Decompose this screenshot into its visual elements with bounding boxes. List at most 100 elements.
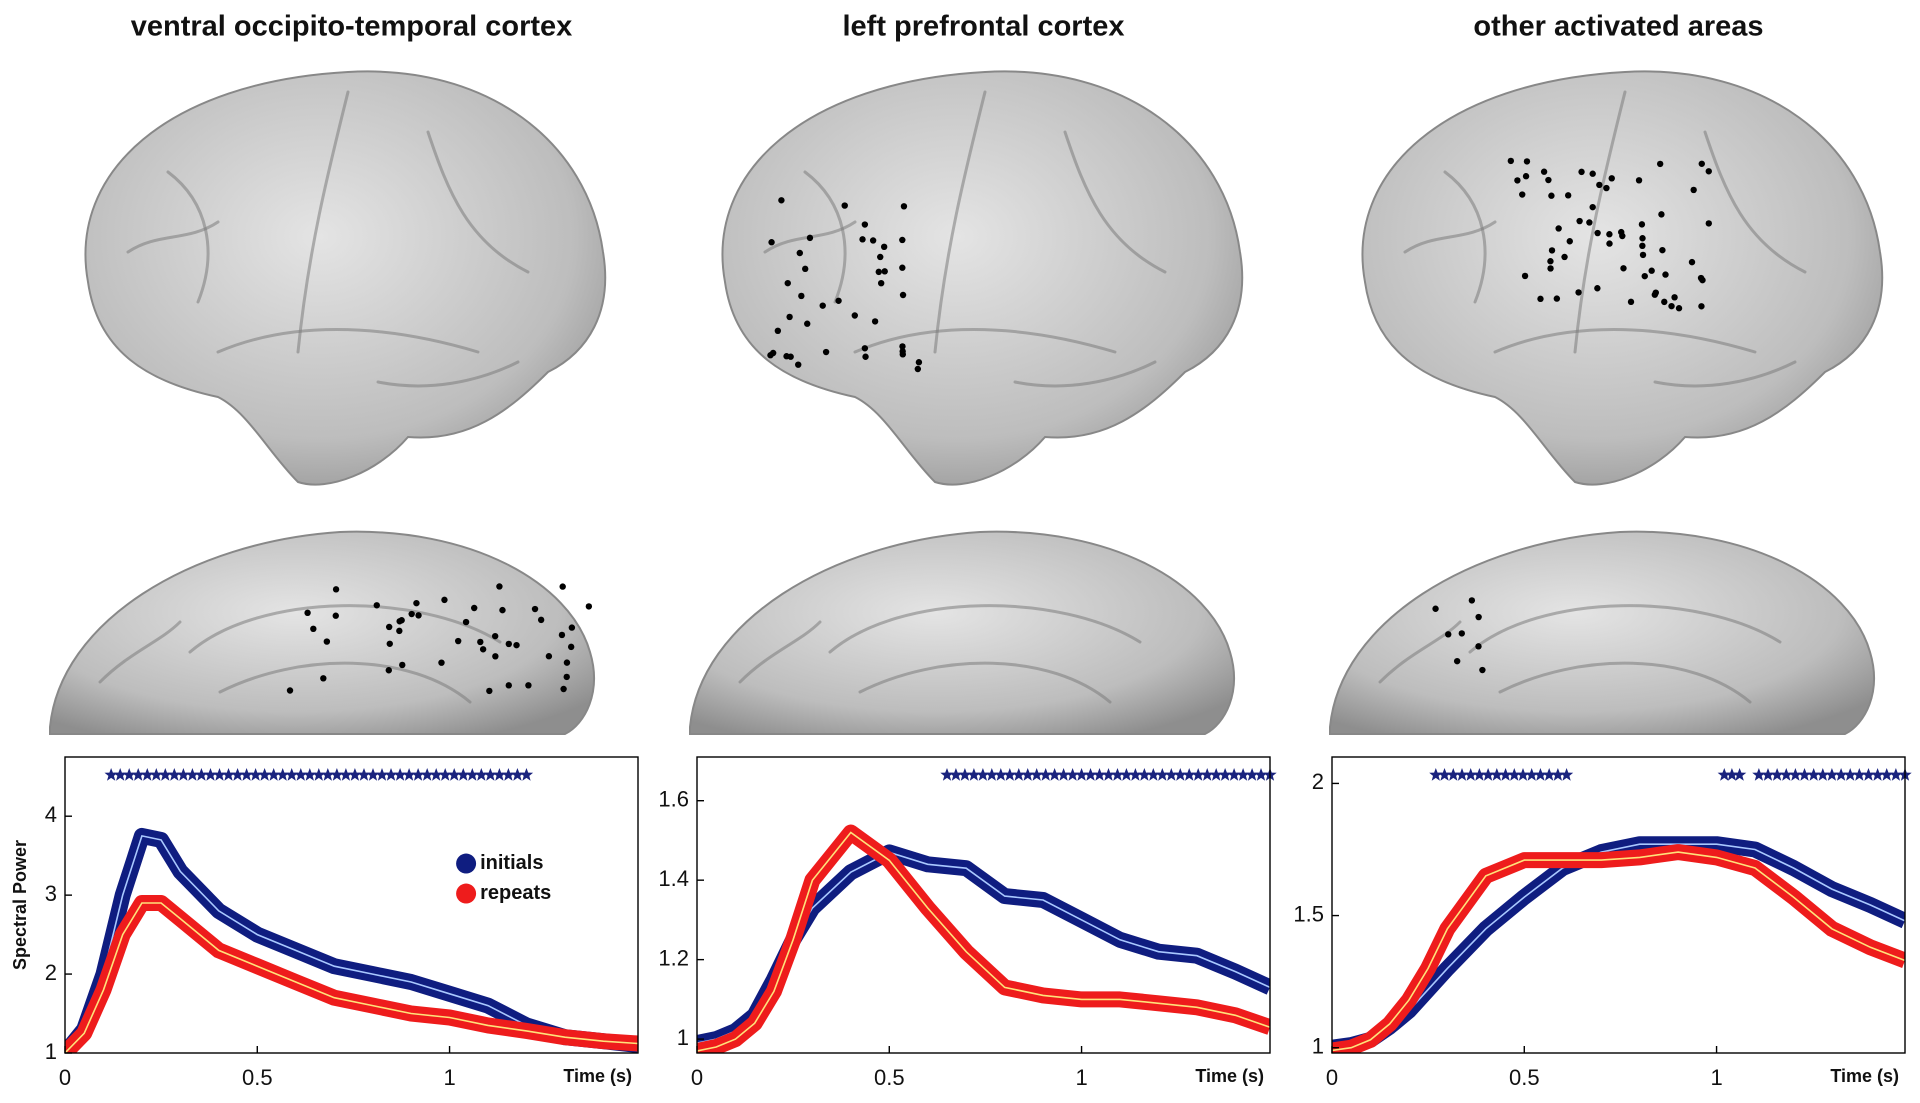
- electrode-dot: [568, 624, 576, 631]
- star: [276, 768, 290, 781]
- electrode-dot: [1705, 168, 1712, 175]
- y-tick-label: 1.6: [658, 787, 689, 812]
- electrode-dot: [559, 583, 566, 590]
- electrode-dot: [1659, 246, 1666, 254]
- electrode-dot: [1658, 211, 1665, 218]
- chart-panel: other activated areas 0 0.5 1 1 1.5 2 Time (s): [1293, 11, 1912, 1090]
- x-axis-label: Time (s): [1195, 1066, 1264, 1086]
- x-tick-label: 0: [1326, 1065, 1338, 1090]
- electrode-dot: [798, 292, 805, 300]
- star: [366, 768, 380, 781]
- electrode-dot: [861, 345, 869, 352]
- electrode-dot: [1639, 235, 1646, 242]
- electrode-dot: [332, 586, 340, 593]
- electrode-dot: [1697, 274, 1705, 282]
- star: [1542, 768, 1556, 781]
- electrode-dot: [1553, 295, 1561, 302]
- chart-panel: left prefrontal cortex 0 0.5 1 1 1.2 1.4 1.6 Tim…: [658, 11, 1277, 1090]
- star: [1137, 768, 1151, 781]
- electrode-dot: [1594, 285, 1601, 292]
- star: [510, 768, 525, 781]
- electrode-dot: [486, 687, 493, 695]
- electrode-dot: [1603, 184, 1610, 192]
- electrode-dot: [806, 234, 814, 242]
- electrode-dot: [1475, 613, 1482, 621]
- x-tick-label: 0: [691, 1065, 703, 1090]
- y-tick-label: 4: [45, 802, 57, 827]
- electrode-dot: [1589, 170, 1596, 177]
- electrode-dot: [585, 603, 593, 610]
- star: [411, 768, 425, 781]
- electrode-dot: [1627, 298, 1635, 306]
- electrode-dot: [899, 236, 906, 244]
- electrode-dot: [1608, 175, 1615, 182]
- star: [1843, 768, 1857, 781]
- star: [447, 768, 461, 781]
- electrode-dot: [1705, 220, 1712, 227]
- star: [330, 768, 344, 781]
- electrode-dot: [477, 638, 484, 646]
- electrode-dot: [802, 265, 809, 273]
- star: [212, 768, 227, 781]
- electrode-dot: [1606, 240, 1613, 247]
- star: [438, 768, 452, 781]
- x-axis-label: Time (s): [563, 1066, 632, 1086]
- electrode-dot: [1652, 289, 1659, 296]
- star: [976, 768, 990, 781]
- electrode-dot: [1639, 242, 1646, 250]
- electrode-dot: [385, 667, 392, 674]
- electrode-dot: [1671, 294, 1678, 301]
- electrode-dot: [1479, 666, 1486, 674]
- star: [357, 768, 371, 781]
- star: [267, 768, 281, 781]
- electrode-dot: [413, 599, 420, 607]
- y-tick-label: 1: [677, 1025, 689, 1050]
- star: [1779, 768, 1793, 781]
- electrode-dot: [1561, 253, 1568, 261]
- star: [1788, 768, 1803, 781]
- star: [1092, 768, 1107, 781]
- electrode-dot: [862, 353, 869, 360]
- electrode-dot: [1618, 228, 1625, 236]
- electrode-dot: [505, 682, 512, 689]
- star: [1455, 768, 1469, 781]
- star: [203, 768, 218, 781]
- electrode-dot: [399, 661, 406, 669]
- axes-frame: [1331, 756, 1906, 1054]
- chart-panel: ventral occipito-temporal cortex 0 0.5 1 1 2 3…: [10, 11, 639, 1090]
- star: [1498, 768, 1513, 781]
- electrode-dot: [841, 202, 848, 209]
- star: [1119, 768, 1134, 781]
- electrode-dot: [531, 605, 539, 613]
- electrode-dot: [1638, 221, 1646, 228]
- star: [456, 768, 470, 781]
- electrode-dot: [505, 640, 513, 648]
- electrode-dot: [1596, 181, 1603, 189]
- y-tick-label: 3: [45, 881, 57, 906]
- electrode-dot: [304, 609, 311, 617]
- electrode-dot: [567, 643, 575, 651]
- electrode-dot: [1514, 177, 1521, 184]
- electrode-dot: [1445, 631, 1452, 638]
- star: [1807, 768, 1821, 781]
- legend-marker: [456, 853, 477, 874]
- series-band: [697, 824, 1270, 1053]
- star: [958, 768, 972, 781]
- series-line: [65, 834, 638, 1053]
- star: [375, 768, 389, 781]
- electrode-dot: [1519, 191, 1526, 198]
- electrode-dot: [1698, 160, 1705, 167]
- star: [239, 768, 254, 781]
- star: [402, 768, 416, 781]
- electrode-dot: [332, 612, 339, 619]
- electrode-dot: [1576, 217, 1583, 225]
- electrode-dot: [861, 221, 869, 228]
- electrode-dot: [1545, 176, 1552, 184]
- brain-lateral: [84, 70, 607, 486]
- legend-marker: [456, 883, 477, 904]
- chart-title: left prefrontal cortex: [843, 11, 1125, 43]
- electrode-dot: [851, 312, 858, 319]
- star: [1155, 768, 1169, 781]
- electrode-dot: [1586, 219, 1593, 226]
